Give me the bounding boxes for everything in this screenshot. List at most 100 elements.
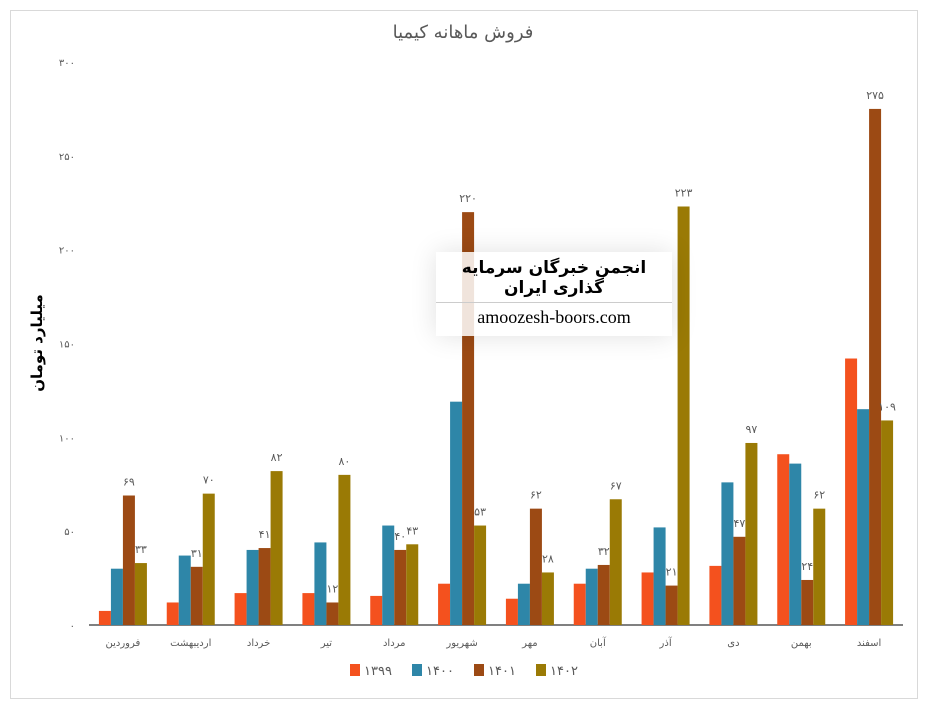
- bar-۱۴۰۰: [857, 409, 870, 625]
- x-tick-label: مرداد: [383, 638, 406, 649]
- y-tick-label: ۲۰۰: [59, 246, 75, 257]
- data-label: ۲۴: [801, 560, 813, 573]
- x-tick-label: اردیبهشت: [170, 638, 211, 649]
- bar-۱۳۹۹: [573, 583, 586, 625]
- bar-۱۴۰۰: [178, 555, 191, 625]
- x-tick-label: آذر: [659, 636, 673, 649]
- bar-۱۳۹۹: [438, 583, 451, 625]
- bar-۱۴۰۱: [801, 579, 814, 625]
- bar-۱۴۰۲: [881, 420, 894, 625]
- data-label: ۶۲: [530, 489, 542, 502]
- bar-۱۴۰۰: [314, 542, 327, 625]
- bar-۱۴۰۰: [653, 527, 666, 625]
- watermark-title: انجمن خبرگان سرمایه گذاری ایران: [436, 252, 672, 303]
- bar-۱۴۰۱: [733, 536, 746, 625]
- legend-label: ۱۴۰۲: [550, 664, 578, 679]
- x-tick-label: تیر: [320, 638, 333, 649]
- data-label: ۶۲: [813, 489, 825, 502]
- bar-۱۴۰۱: [326, 602, 339, 625]
- y-tick-label: ۲۵۰: [59, 152, 75, 163]
- data-label: ۳۳: [135, 543, 147, 556]
- data-label: ۴۰: [394, 530, 406, 543]
- bar-۱۳۹۹: [98, 610, 111, 625]
- y-tick-label: ۰: [70, 621, 75, 632]
- data-label: ۹۷: [746, 423, 758, 436]
- bar-۱۳۹۹: [845, 358, 858, 625]
- bar-۱۴۰۰: [789, 463, 802, 625]
- bar-۱۴۰۱: [258, 548, 271, 625]
- data-label: ۲۲۳: [675, 187, 693, 200]
- chart-frame: [10, 10, 918, 699]
- legend-label: ۱۳۹۹: [364, 664, 392, 679]
- bar-۱۴۰۰: [246, 549, 259, 625]
- bar-۱۴۰۰: [450, 401, 463, 625]
- x-tick-label: اسفند: [857, 638, 881, 649]
- data-label: ۲۷۵: [866, 89, 884, 102]
- bar-۱۴۰۱: [665, 585, 678, 625]
- legend-swatch: [536, 664, 546, 676]
- bar-۱۴۰۰: [517, 583, 530, 625]
- data-label: ۶۹: [123, 476, 135, 489]
- bar-۱۴۰۲: [270, 471, 283, 625]
- bar-۱۴۰۲: [338, 474, 351, 625]
- bar-۱۴۰۲: [202, 493, 215, 625]
- x-tick-label: خرداد: [247, 638, 270, 649]
- bar-۱۴۰۰: [721, 482, 734, 625]
- x-tick-label: آبان: [590, 636, 607, 649]
- bar-۱۴۰۱: [122, 495, 135, 625]
- data-label: ۵۳: [474, 506, 486, 519]
- bar-۱۳۹۹: [302, 593, 315, 625]
- bar-۱۳۹۹: [641, 572, 654, 625]
- data-label: ۸۰: [339, 455, 351, 468]
- bar-۱۴۰۰: [382, 525, 395, 625]
- bar-۱۳۹۹: [505, 598, 518, 625]
- bar-۱۴۰۲: [134, 563, 147, 625]
- bar-۱۴۰۲: [813, 508, 826, 625]
- y-tick-label: ۳۰۰: [59, 58, 75, 69]
- bar-۱۴۰۲: [745, 442, 758, 625]
- bar-۱۴۰۰: [585, 568, 598, 625]
- data-label: ۶۷: [610, 479, 622, 492]
- watermark: انجمن خبرگان سرمایه گذاری ایران amoozesh…: [436, 252, 672, 336]
- bar-۱۴۰۱: [190, 566, 203, 625]
- x-tick-label: شهریور: [445, 638, 477, 649]
- y-axis-label: میلیارد تومان: [28, 294, 46, 392]
- bar-۱۴۰۱: [597, 564, 610, 625]
- bar-۱۴۰۰: [110, 568, 123, 625]
- data-label: ۲۲۰: [459, 192, 477, 205]
- data-label: ۴۳: [406, 524, 418, 537]
- legend-swatch: [474, 664, 484, 676]
- x-tick-label: دی: [727, 638, 739, 649]
- bar-۱۳۹۹: [777, 454, 790, 625]
- legend-swatch: [350, 664, 360, 676]
- data-label: ۸۲: [271, 451, 283, 464]
- bar-۱۴۰۱: [394, 549, 407, 625]
- data-label: ۴۱: [259, 528, 271, 541]
- x-tick-label: فروردین: [106, 638, 141, 649]
- data-label: ۷۰: [203, 474, 215, 487]
- bar-۱۳۹۹: [166, 602, 179, 625]
- x-tick-label: بهمن: [791, 638, 812, 649]
- data-label: ۳۱: [191, 547, 203, 560]
- bar-۱۴۰۲: [474, 525, 487, 625]
- bar-۱۳۹۹: [370, 595, 383, 625]
- bar-۱۳۹۹: [234, 593, 247, 625]
- bar-۱۴۰۱: [869, 108, 882, 625]
- legend-label: ۱۴۰۰: [426, 664, 454, 679]
- legend-label: ۱۴۰۱: [488, 664, 516, 679]
- bar-۱۳۹۹: [709, 565, 722, 625]
- y-tick-label: ۱۰۰: [59, 433, 75, 444]
- y-tick-label: ۵۰: [64, 527, 75, 538]
- bar-۱۴۰۲: [609, 499, 622, 625]
- data-label: ۲۱: [666, 566, 678, 579]
- data-label: ۳۲: [598, 545, 610, 558]
- data-label: ۲۸: [542, 552, 554, 565]
- legend-swatch: [412, 664, 422, 676]
- chart-title: فروش ماهانه کیمیا: [393, 22, 534, 43]
- data-label: ۱۲: [327, 582, 339, 595]
- bar-۱۴۰۱: [529, 508, 542, 625]
- bar-۱۴۰۲: [541, 572, 554, 625]
- bar-۱۴۰۲: [677, 206, 690, 625]
